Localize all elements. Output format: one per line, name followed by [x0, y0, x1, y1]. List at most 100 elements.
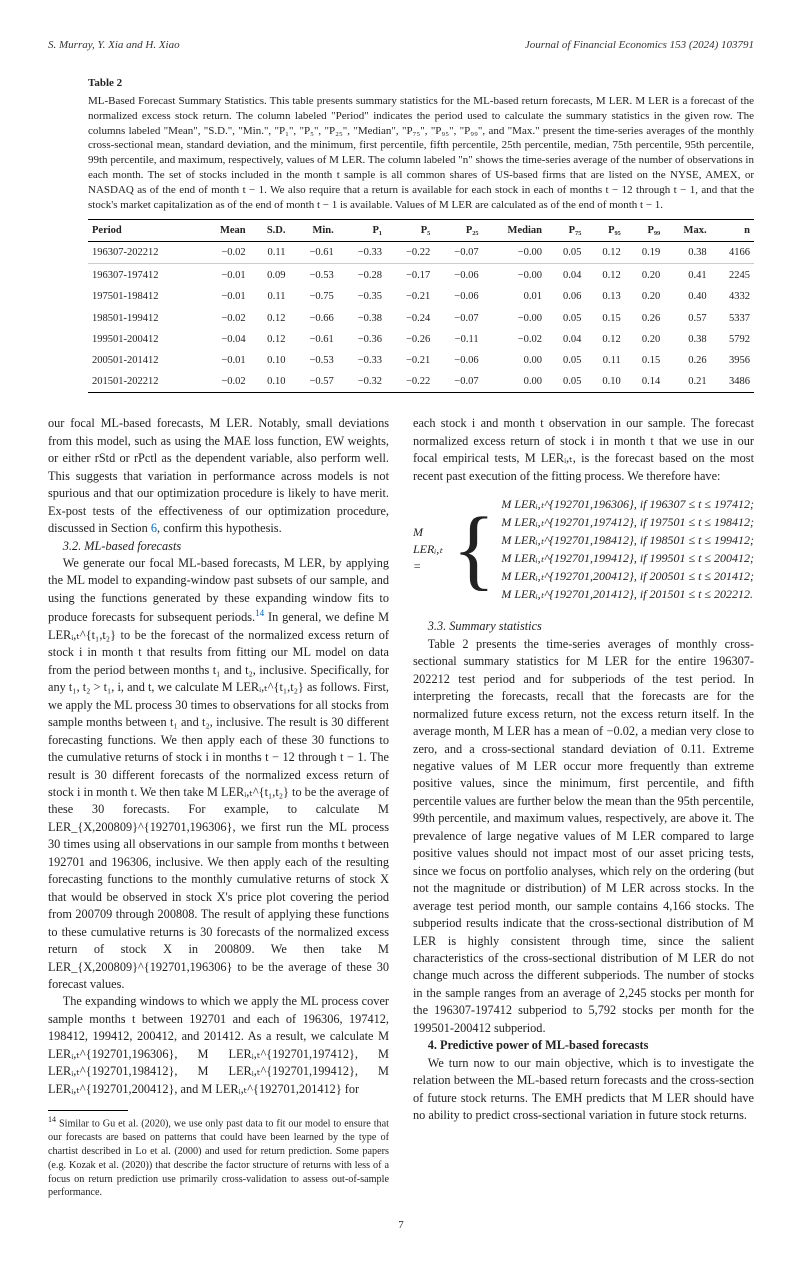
footnote-text: Similar to Gu et al. (2020), we use only… — [48, 1119, 389, 1199]
table-cell: 4166 — [711, 241, 754, 263]
table-cell: −0.32 — [338, 371, 386, 393]
table-cell: 0.38 — [664, 329, 710, 350]
table-cell: −0.06 — [434, 350, 482, 371]
table-cell: 0.21 — [664, 371, 710, 393]
table-cell: 0.05 — [546, 350, 585, 371]
table-cell: 0.05 — [546, 241, 585, 263]
eq-row: M LERᵢ,ₜ^{192701,200412}, if 200501 ≤ t … — [501, 568, 754, 585]
table-cell: −0.26 — [386, 329, 434, 350]
header-authors: S. Murray, Y. Xia and H. Xiao — [48, 38, 180, 54]
body-columns: our focal ML-based forecasts, M LER. Not… — [48, 415, 754, 1200]
summary-stats-table: PeriodMeanS.D.Min.P₁P₅P₂₅MedianP₇₅P₉₅P₉₉… — [88, 219, 754, 394]
table-cell: 0.38 — [664, 241, 710, 263]
table-cell: −0.36 — [338, 329, 386, 350]
table-caption: ML-Based Forecast Summary Statistics. Th… — [88, 94, 754, 213]
table-cell: 0.01 — [483, 286, 546, 307]
table-cell: −0.53 — [290, 350, 338, 371]
table-cell: −0.00 — [483, 308, 546, 329]
table-cell: 0.04 — [546, 329, 585, 350]
table-cell: −0.01 — [199, 350, 249, 371]
table-col-header: P₂₅ — [434, 219, 482, 241]
table-cell: −0.21 — [386, 350, 434, 371]
table-cell: 0.15 — [625, 350, 664, 371]
eq-row: M LERᵢ,ₜ^{192701,197412}, if 197501 ≤ t … — [501, 514, 754, 531]
table-cell: −0.11 — [434, 329, 482, 350]
table-col-header: P₁ — [338, 219, 386, 241]
table-col-header: Max. — [664, 219, 710, 241]
table-row: 196307-197412−0.010.09−0.53−0.28−0.17−0.… — [88, 264, 754, 287]
table-cell: 0.14 — [625, 371, 664, 393]
table-cell: 0.00 — [483, 371, 546, 393]
table-cell: −0.01 — [199, 264, 249, 287]
page-number: 7 — [48, 1218, 754, 1234]
table-cell: −0.01 — [199, 286, 249, 307]
table-cell: −0.02 — [199, 308, 249, 329]
table-cell: 0.05 — [546, 371, 585, 393]
table-cell: −0.02 — [483, 329, 546, 350]
table-cell: 0.19 — [625, 241, 664, 263]
table-cell: 0.12 — [250, 308, 290, 329]
table-cell: 0.10 — [250, 350, 290, 371]
table-cell: 201501-202212 — [88, 371, 199, 393]
section-3-3-heading: 3.3. Summary statistics — [413, 618, 754, 635]
table-cell: 0.09 — [250, 264, 290, 287]
table-col-header: S.D. — [250, 219, 290, 241]
footnote-14: 14 Similar to Gu et al. (2020), we use o… — [48, 1115, 389, 1200]
intro-continuation: our focal ML-based forecasts, M LER. Not… — [48, 415, 389, 537]
table-cell: −0.07 — [434, 241, 482, 263]
table-col-header: Median — [483, 219, 546, 241]
table-cell: 196307-202212 — [88, 241, 199, 263]
table-cell: 0.15 — [585, 308, 624, 329]
table-2: Table 2 ML-Based Forecast Summary Statis… — [88, 76, 754, 393]
eq-row: M LERᵢ,ₜ^{192701,201412}, if 201501 ≤ t … — [501, 586, 754, 603]
table-cell: 0.04 — [546, 264, 585, 287]
table-cell: −0.24 — [386, 308, 434, 329]
table-col-header: n — [711, 219, 754, 241]
eq-row: M LERᵢ,ₜ^{192701,196306}, if 196307 ≤ t … — [501, 496, 754, 513]
table-cell: 3956 — [711, 350, 754, 371]
section-3-2-para-1: We generate our focal ML-based forecasts… — [48, 555, 389, 993]
table-cell: 0.26 — [664, 350, 710, 371]
table-cell: 0.13 — [585, 286, 624, 307]
table-cell: −0.07 — [434, 308, 482, 329]
table-cell: 0.06 — [546, 286, 585, 307]
footnote-rule — [48, 1110, 128, 1111]
table-cell: 200501-201412 — [88, 350, 199, 371]
table-cell: −0.53 — [290, 264, 338, 287]
table-cell: 5792 — [711, 329, 754, 350]
eq-row: M LERᵢ,ₜ^{192701,199412}, if 199501 ≤ t … — [501, 550, 754, 567]
section-3-2-para-2: The expanding windows to which we apply … — [48, 993, 389, 1098]
table-cell: −0.22 — [386, 371, 434, 393]
table-cell: −0.00 — [483, 241, 546, 263]
header-journal: Journal of Financial Economics 153 (2024… — [525, 38, 754, 54]
table-cell: −0.61 — [290, 329, 338, 350]
table-cell: −0.66 — [290, 308, 338, 329]
table-cell: 0.40 — [664, 286, 710, 307]
intro-tail: , confirm this hypothesis. — [157, 521, 282, 535]
table-col-header: P₇₅ — [546, 219, 585, 241]
table-cell: 0.12 — [585, 329, 624, 350]
table-cell: 197501-198412 — [88, 286, 199, 307]
table-cell: −0.75 — [290, 286, 338, 307]
table-cell: 0.26 — [625, 308, 664, 329]
section-4-para-1: We turn now to our main objective, which… — [413, 1055, 754, 1125]
table-cell: 0.00 — [483, 350, 546, 371]
table-cell: −0.22 — [386, 241, 434, 263]
table-cell: −0.21 — [386, 286, 434, 307]
eq-row: M LERᵢ,ₜ^{192701,198412}, if 198501 ≤ t … — [501, 532, 754, 549]
table-cell: 0.05 — [546, 308, 585, 329]
left-brace-icon: { — [452, 509, 495, 590]
footnote-14-ref[interactable]: 14 — [255, 608, 264, 618]
table-col-header: Min. — [290, 219, 338, 241]
table-cell: −0.02 — [199, 241, 249, 263]
table-cell: 0.11 — [585, 350, 624, 371]
table-cell: 0.12 — [585, 241, 624, 263]
table-cell: −0.02 — [199, 371, 249, 393]
table-cell: 0.10 — [585, 371, 624, 393]
table-row: 197501-198412−0.010.11−0.75−0.35−0.21−0.… — [88, 286, 754, 307]
table-col-header: Mean — [199, 219, 249, 241]
piecewise-equation: M LERᵢ,ₜ = { M LERᵢ,ₜ^{192701,196306}, i… — [413, 495, 754, 604]
eq-lhs: M LERᵢ,ₜ = — [413, 524, 446, 575]
table-cell: 198501-199412 — [88, 308, 199, 329]
table-cell: −0.57 — [290, 371, 338, 393]
